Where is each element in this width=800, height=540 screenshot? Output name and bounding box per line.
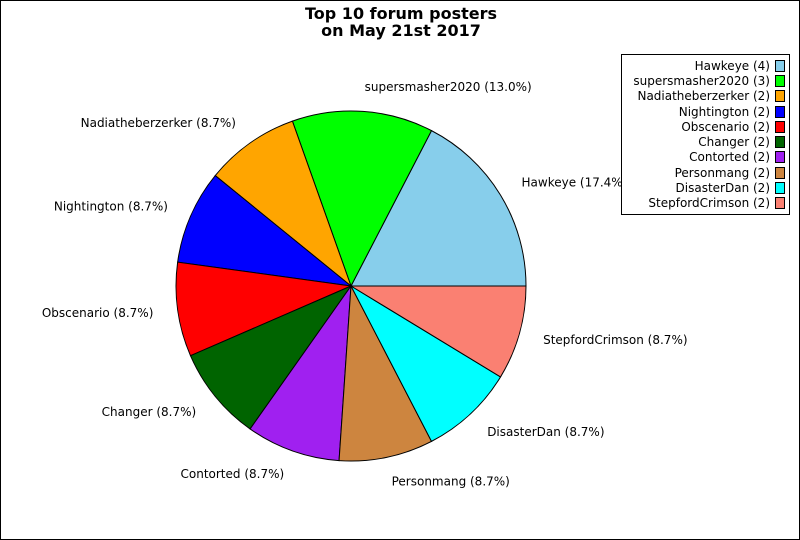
legend-label: Nadiatheberzerker (2) — [637, 89, 770, 104]
pie-slice-obscenario — [175, 261, 353, 357]
legend-item-hawkeye: Hawkeye (4) — [622, 58, 785, 73]
legend-label: Nightington (2) — [678, 104, 770, 119]
pie-slice-hawkeye — [350, 129, 527, 287]
chart-title-line-1: Top 10 forum posters — [305, 4, 497, 23]
legend-item-disasterdan: DisasterDan (2) — [622, 180, 785, 195]
pie-slices — [175, 110, 527, 462]
chart-title-line-2: on May 21st 2017 — [321, 21, 481, 40]
pie-slice-changer — [189, 284, 353, 430]
legend: Hawkeye (4) supersmasher2020 (3) Nadiatheb… — [621, 54, 790, 215]
legend-label: supersmasher2020 (3) — [633, 73, 770, 88]
pie-slice-supersmasher2020 — [291, 110, 433, 288]
slice-label-disasterdan: DisasterDan (8.7%) — [487, 425, 604, 439]
legend-swatch — [775, 136, 785, 149]
pie-slice-contorted — [249, 284, 352, 462]
slice-label-obscenario: Obscenario (8.7%) — [42, 306, 154, 320]
legend-swatch — [775, 74, 785, 87]
legend-item-personmang: Personmang (2) — [622, 165, 785, 180]
legend-item-obscenario: Obscenario (2) — [622, 119, 785, 134]
legend-item-nightington: Nightington (2) — [622, 104, 785, 119]
pie-slice-personmang — [338, 284, 433, 462]
slice-label-changer: Changer (8.7%) — [102, 405, 197, 419]
pie-slice-nadiatheberzerker — [214, 120, 353, 288]
slice-label-stepfordcrimson: StepfordCrimson (8.7%) — [543, 333, 687, 347]
slice-label-personmang: Personmang (8.7%) — [392, 474, 510, 488]
legend-swatch — [775, 197, 785, 210]
legend-swatch — [775, 59, 785, 72]
legend-swatch — [775, 120, 785, 133]
slice-labels: Hawkeye (17.4%) supersmasher2020 (13.0%) N… — [42, 80, 688, 488]
legend-item-contorted: Contorted (2) — [622, 150, 785, 165]
legend-swatch — [775, 105, 785, 118]
legend-item-supersmasher2020: supersmasher2020 (3) — [622, 73, 785, 88]
legend-label: Obscenario (2) — [681, 119, 770, 134]
legend-label: Contorted (2) — [689, 150, 770, 165]
legend-label: Hawkeye (4) — [694, 58, 770, 73]
legend-label: Personmang (2) — [674, 165, 770, 180]
slice-label-contorted: Contorted (8.7%) — [181, 467, 285, 481]
legend-item-nadiatheberzerker: Nadiatheberzerker (2) — [622, 89, 785, 104]
legend-swatch — [775, 151, 785, 164]
legend-swatch — [775, 166, 785, 179]
pie-slice-nightington — [177, 174, 353, 287]
pie-slice-disasterdan — [349, 284, 502, 443]
legend-swatch — [775, 90, 785, 103]
slice-label-nightington: Nightington (8.7%) — [54, 200, 168, 214]
slice-label-nadiatheberzerker: Nadiatheberzerker (8.7%) — [81, 116, 236, 130]
legend-label: Changer (2) — [698, 135, 770, 150]
pie-slice-stepfordcrimson — [349, 285, 527, 378]
legend-label: DisasterDan (2) — [675, 181, 770, 196]
slice-label-supersmasher2020: supersmasher2020 (13.0%) — [365, 80, 532, 94]
legend-item-stepfordcrimson: StepfordCrimson (2) — [622, 196, 785, 211]
legend-swatch — [775, 182, 785, 195]
slice-label-hawkeye: Hawkeye (17.4%) — [522, 175, 628, 189]
legend-label: StepfordCrimson (2) — [648, 196, 770, 211]
legend-item-changer: Changer (2) — [622, 134, 785, 149]
